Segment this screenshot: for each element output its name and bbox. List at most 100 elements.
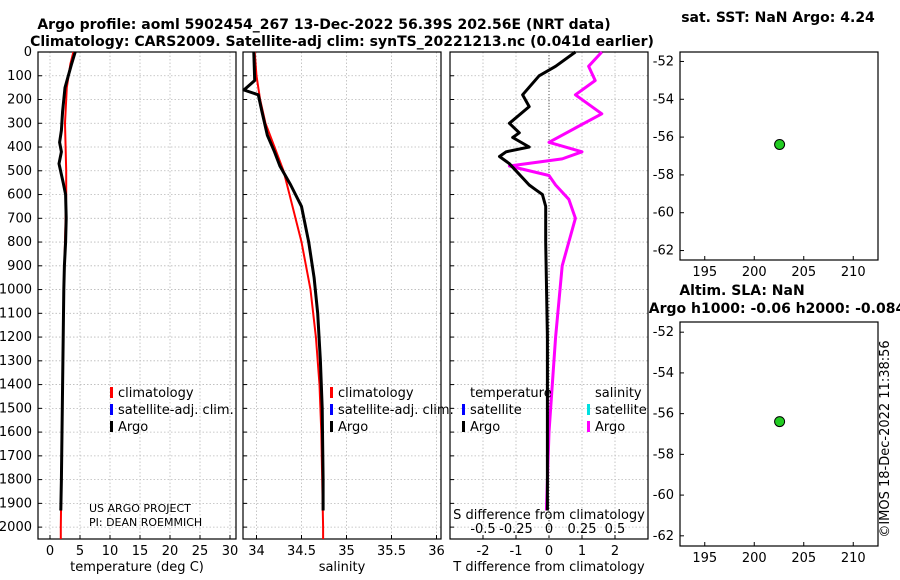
- legend-swatch-argo: [330, 421, 333, 432]
- x-tick-label: 2: [611, 544, 619, 559]
- y-tick-label: -52: [653, 54, 674, 69]
- y-tick-label: -52: [653, 325, 674, 340]
- y-tick-label: 300: [7, 116, 32, 131]
- legend-swatch-climatology: [330, 387, 333, 398]
- y-tick-label: 2000: [0, 520, 32, 535]
- argo-line: [57, 51, 77, 511]
- y-tick-label: 1300: [0, 354, 32, 369]
- x-tick-label: -1: [510, 544, 523, 559]
- x-axis-label: temperature (deg C): [70, 560, 204, 575]
- y-tick-label: 1200: [0, 330, 32, 345]
- legend-header-salinity: salinity: [595, 386, 642, 401]
- legend-swatch-temp-argo: [462, 421, 465, 432]
- x-tick-label: 0: [545, 544, 553, 559]
- s-diff-tick-label: -0.25: [499, 522, 533, 537]
- y-tick-label: -54: [653, 92, 674, 107]
- y-tick-label: -60: [653, 488, 674, 503]
- legend-swatch-climatology: [110, 387, 113, 398]
- difference-panel: -2 -1 0 1 2T difference from climatology -0.5…: [449, 50, 649, 575]
- float-position-marker: [774, 138, 786, 150]
- x-tick-label: 15: [132, 544, 149, 559]
- y-tick-label: 1500: [0, 401, 32, 416]
- plot-frame: [37, 51, 237, 540]
- legend-swatch-temp-satellite: [462, 404, 465, 415]
- y-tick-label: 1600: [0, 425, 32, 440]
- s-diff-tick-label: -0.5: [470, 522, 495, 537]
- y-tick-label: -56: [653, 130, 674, 145]
- x-tick-label: 200: [742, 551, 767, 566]
- y-tick-label: -56: [653, 407, 674, 422]
- y-tick-label: -62: [653, 529, 674, 544]
- x-tick-label: 30: [222, 544, 239, 559]
- y-tick-label: 1700: [0, 449, 32, 464]
- legend-swatch-satellite-clim: [330, 404, 333, 415]
- y-tick-label: 400: [7, 140, 32, 155]
- x-tick-label: 35.5: [377, 544, 406, 559]
- legend-label-temp-argo: Argo: [470, 420, 500, 435]
- x-tick-label: 205: [791, 551, 816, 566]
- x-tick-label: 35: [338, 544, 355, 559]
- x-tick-label: 36: [428, 544, 445, 559]
- legend-label-satellite-clim: satellite-adj. clim.: [338, 403, 454, 418]
- legend-swatch-sal-argo: [587, 421, 590, 432]
- x-tick-label: 210: [841, 551, 866, 566]
- float-position-marker: [774, 416, 786, 428]
- y-tick-label: 1100: [0, 306, 32, 321]
- x-tick-label: 200: [742, 265, 767, 280]
- y-tick-label: -60: [653, 206, 674, 221]
- credit-text: ©IMOS 18-Dec-2022 11:38:56: [878, 340, 893, 537]
- x-tick-label: 195: [692, 551, 717, 566]
- x-tick-label: -2: [477, 544, 490, 559]
- y-tick-label: 0: [24, 45, 32, 60]
- s-diff-tick-label: 0.25: [568, 522, 597, 537]
- legend-swatch-sal-satellite: [587, 404, 590, 415]
- s-diff-tick-label: 0: [545, 522, 553, 537]
- s-diff-axis-label: S difference from climatology: [453, 508, 645, 523]
- y-tick-label: 500: [7, 164, 32, 179]
- pi-note: PI: DEAN ROEMMICH: [89, 516, 202, 529]
- x-tick-label: 25: [192, 544, 209, 559]
- x-tick-label: 205: [791, 265, 816, 280]
- x-tick-label: 1: [578, 544, 586, 559]
- salinity-panel: 34 34.5 35 35.5 36 salinity: [242, 51, 445, 575]
- argo-line: [242, 51, 325, 511]
- y-tick-label: -58: [653, 447, 674, 462]
- map-top-title: sat. SST: NaN Argo: 4.24: [681, 10, 875, 26]
- y-tick-label: 1900: [0, 496, 32, 511]
- map-bottom-panel: 195 200 205 210 -52 -54 -56 -58 -60 -62: [653, 321, 879, 566]
- y-tick-label: 1400: [0, 378, 32, 393]
- x-axis-label: T difference from climatology: [452, 560, 645, 575]
- plot-frame: [242, 51, 442, 540]
- y-tick-label: 900: [7, 259, 32, 274]
- map-top-panel: 195 200 205 210 -52 -54 -56 -58 -60 -62: [653, 51, 879, 280]
- legend-header-temperature: temperature: [470, 386, 552, 401]
- salinity-legend: climatology satellite-adj. clim. Argo: [330, 386, 454, 435]
- temperature-panel: 0 5 10 15 20 25 300100200300400500600700800900…: [0, 45, 238, 575]
- y-tick-label: 800: [7, 235, 32, 250]
- legend-label-argo: Argo: [118, 420, 148, 435]
- temperature-argo-line: [498, 50, 577, 511]
- y-tick-label: 200: [7, 93, 32, 108]
- y-tick-label: 1000: [0, 283, 32, 298]
- x-tick-label: 34: [248, 544, 265, 559]
- y-tick-label: -62: [653, 244, 674, 259]
- legend-label-climatology: climatology: [338, 386, 414, 401]
- salinity-argo-line: [507, 50, 604, 511]
- map-bottom-title-line2: Argo h1000: -0.06 h2000: -0.084: [649, 301, 900, 317]
- y-tick-label: 600: [7, 188, 32, 203]
- temperature-legend: climatology satellite-adj. clim. Argo: [110, 386, 234, 435]
- legend-label-sal-argo: Argo: [595, 420, 625, 435]
- figure-title-line1: Argo profile: aoml 5902454_267 13-Dec-20…: [37, 17, 610, 33]
- x-tick-label: 20: [162, 544, 179, 559]
- y-tick-label: -58: [653, 168, 674, 183]
- x-tick-label: 34.5: [287, 544, 316, 559]
- y-tick-label: 100: [7, 69, 32, 84]
- project-note: US ARGO PROJECT: [89, 502, 191, 515]
- map-frame: [679, 321, 879, 547]
- figure-title-line2: Climatology: CARS2009. Satellite-adj cli…: [30, 34, 654, 50]
- legend-swatch-argo: [110, 421, 113, 432]
- map-frame: [679, 51, 879, 261]
- legend-label-climatology: climatology: [118, 386, 194, 401]
- x-tick-label: 210: [841, 265, 866, 280]
